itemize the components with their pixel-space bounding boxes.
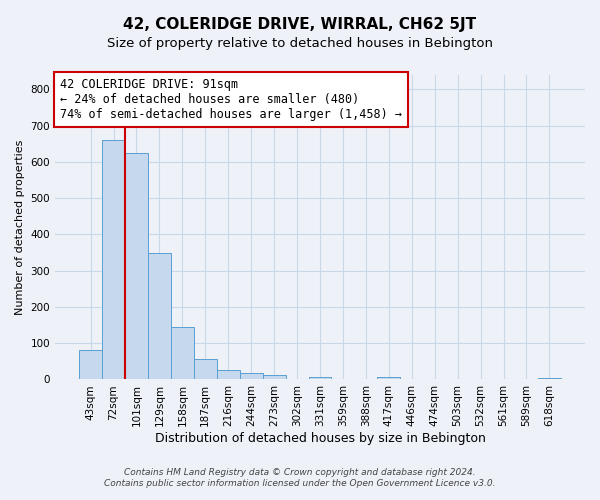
Text: 42, COLERIDGE DRIVE, WIRRAL, CH62 5JT: 42, COLERIDGE DRIVE, WIRRAL, CH62 5JT: [124, 18, 476, 32]
Bar: [171, 327, 194, 380]
Text: Contains HM Land Registry data © Crown copyright and database right 2024.
Contai: Contains HM Land Registry data © Crown c…: [104, 468, 496, 487]
Bar: [125, 153, 148, 380]
Bar: [240, 373, 263, 380]
Bar: [194, 359, 217, 380]
Bar: [79, 350, 102, 380]
Bar: [263, 375, 286, 380]
Bar: [217, 370, 240, 380]
Bar: [377, 377, 400, 380]
Text: Size of property relative to detached houses in Bebington: Size of property relative to detached ho…: [107, 38, 493, 51]
X-axis label: Distribution of detached houses by size in Bebington: Distribution of detached houses by size …: [155, 432, 485, 445]
Bar: [308, 377, 331, 380]
Bar: [102, 140, 125, 380]
Text: 42 COLERIDGE DRIVE: 91sqm
← 24% of detached houses are smaller (480)
74% of semi: 42 COLERIDGE DRIVE: 91sqm ← 24% of detac…: [61, 78, 403, 121]
Bar: [148, 254, 171, 380]
Bar: [538, 378, 561, 380]
Y-axis label: Number of detached properties: Number of detached properties: [15, 140, 25, 315]
